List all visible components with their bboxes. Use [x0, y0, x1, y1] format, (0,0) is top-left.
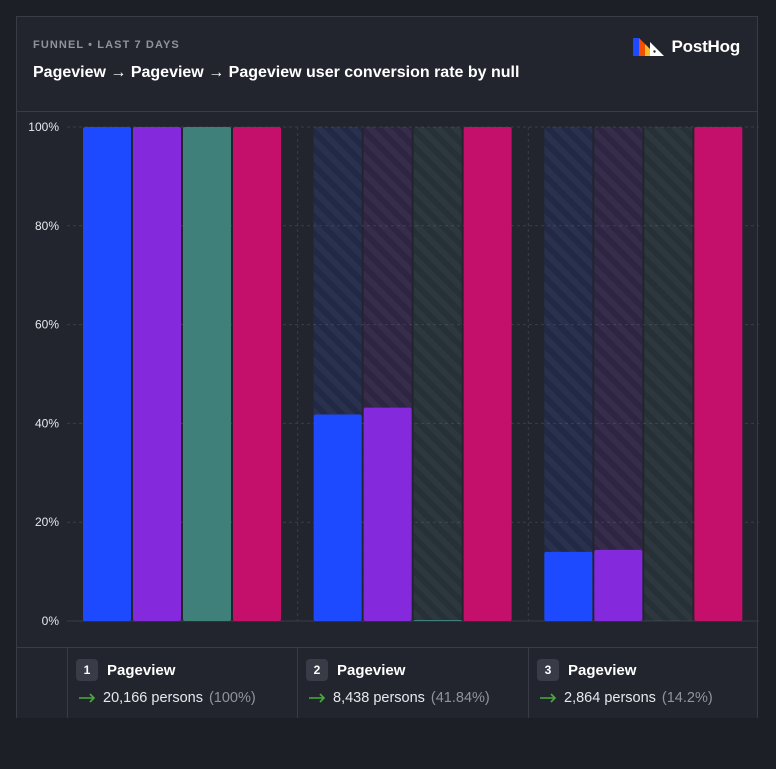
y-tick-label: 80% [35, 219, 59, 233]
bar [463, 127, 512, 621]
y-tick-label: 60% [35, 318, 59, 332]
y-tick-label: 20% [35, 515, 59, 529]
bar [413, 620, 462, 621]
bar-background-hatch [594, 127, 643, 621]
insight-subtitle: FUNNEL • LAST 7 DAYS [33, 39, 180, 51]
posthog-logo-icon [632, 38, 664, 56]
step-name: Pageview [107, 661, 176, 679]
arrow-right-icon [79, 693, 96, 703]
steps-legend: 1 Pageview 20,166 persons (100%) 2 Pagev… [17, 647, 757, 718]
bar [594, 549, 643, 621]
bar [694, 127, 743, 621]
step-1: 1 Pageview 20,166 persons (100%) [67, 648, 298, 718]
arrow-right-icon [540, 693, 557, 703]
bar [83, 127, 131, 621]
funnel-chart: 0% 20% 40% 60% 80% 100% [28, 120, 759, 628]
bar [544, 551, 593, 621]
bar [313, 414, 362, 621]
logo-text: PostHog [671, 37, 741, 56]
y-tick-label: 0% [42, 614, 60, 628]
posthog-logo: PostHog [632, 37, 741, 57]
step-percentage: (41.84%) [430, 690, 490, 706]
bar [363, 407, 412, 621]
bar-background-hatch [644, 127, 693, 621]
y-tick-label: 100% [28, 120, 59, 134]
step-persons[interactable]: 8,438 persons [333, 690, 425, 706]
bar-background-hatch [413, 127, 462, 621]
arrow-right-icon [309, 693, 326, 703]
bar [133, 127, 181, 621]
step-persons[interactable]: 2,864 persons [564, 690, 656, 706]
step-3: 3 Pageview 2,864 persons (14.2%) [528, 648, 759, 718]
step-number-badge: 1 [76, 659, 98, 681]
step-number-badge: 2 [306, 659, 328, 681]
bar [183, 127, 231, 621]
step-name: Pageview [568, 661, 637, 679]
card-header: FUNNEL • LAST 7 DAYS Pageview → Pageview… [17, 17, 757, 112]
step-persons[interactable]: 20,166 persons [103, 690, 203, 706]
bar [233, 127, 281, 621]
funnel-card: FUNNEL • LAST 7 DAYS Pageview → Pageview… [16, 16, 759, 718]
step-percentage: (100%) [208, 690, 256, 706]
bar-background-hatch [544, 127, 593, 621]
step-number-badge: 3 [537, 659, 559, 681]
step-percentage: (14.2%) [661, 690, 713, 706]
y-tick-label: 40% [35, 416, 59, 430]
step-2: 2 Pageview 8,438 persons (41.84%) [297, 648, 529, 718]
insight-title: Pageview → Pageview → Pageview user conv… [33, 64, 520, 81]
step-name: Pageview [337, 661, 406, 679]
